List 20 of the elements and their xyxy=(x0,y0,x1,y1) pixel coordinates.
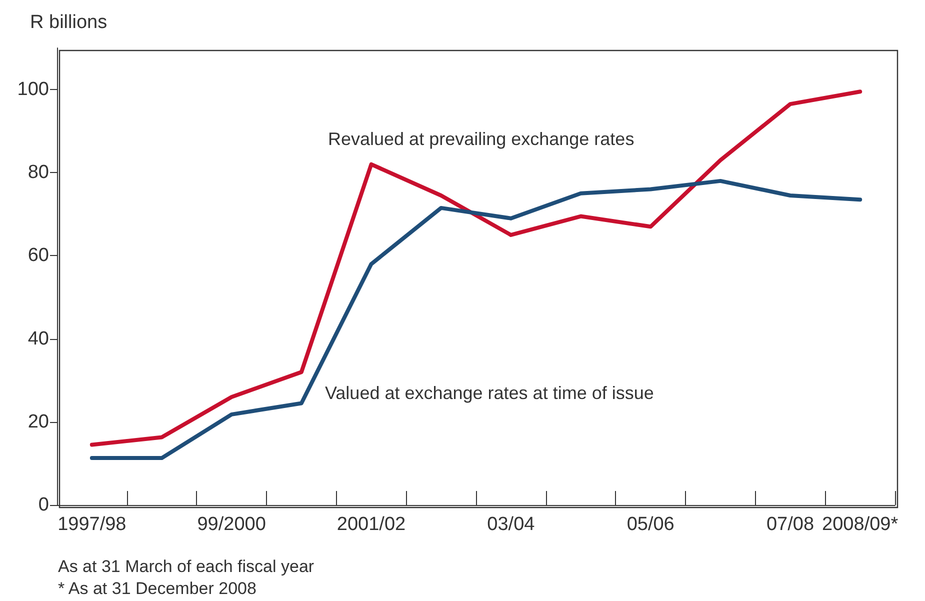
x-tick-label: 2001/02 xyxy=(336,514,406,535)
line-series xyxy=(90,178,862,460)
y-tick-label: 20 xyxy=(28,411,49,432)
x-tick-label: 99/2000 xyxy=(197,514,266,535)
x-tick-label: 2008/09* xyxy=(822,514,899,535)
y-tick-label: 40 xyxy=(28,328,49,350)
y-tick-label: 60 xyxy=(28,245,49,266)
text: As at 31 March of each fiscal year xyxy=(58,557,314,576)
y-tick-label: 0 xyxy=(38,494,49,516)
x-tick-label: 03/04 xyxy=(487,514,536,535)
y-tick-label: 100 xyxy=(17,79,49,100)
line-series xyxy=(90,90,862,447)
y-axis-title: R billions xyxy=(30,12,108,33)
text: Revalued at prevailing exchange rates xyxy=(328,129,634,149)
x-tick-label: 05/06 xyxy=(626,514,674,535)
series-label: Valued at exchange rates at time of issue xyxy=(325,383,654,403)
x-tick-label: 07/08 xyxy=(766,514,814,535)
x-tick-label: 1997/98 xyxy=(58,514,126,535)
text: * As at 31 December 2008 xyxy=(58,579,256,598)
y-tick-label: 80 xyxy=(28,162,49,184)
